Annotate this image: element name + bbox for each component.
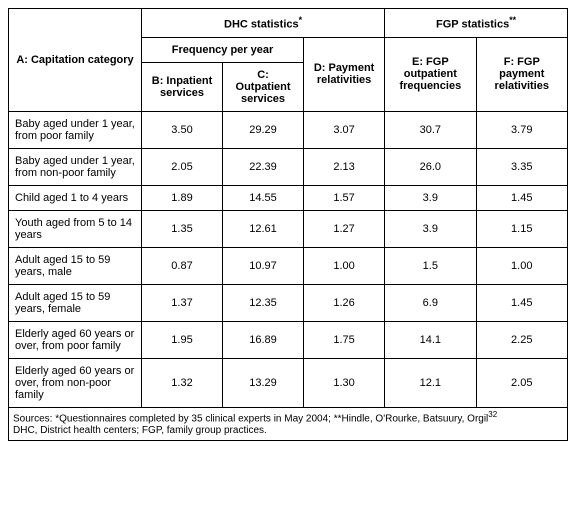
cell-category: Baby aged under 1 year, from non-poor fa… <box>9 148 142 185</box>
table-row: Elderly aged 60 years or over, from non-… <box>9 358 568 407</box>
cell-d: 2.13 <box>304 148 385 185</box>
cell-f: 2.05 <box>476 358 567 407</box>
header-dhc-sup: * <box>299 15 302 25</box>
cell-category: Youth aged from 5 to 14 years <box>9 210 142 247</box>
cell-c: 10.97 <box>223 247 304 284</box>
header-col-f: F: FGP payment relativities <box>476 37 567 111</box>
table-row: Adult aged 15 to 59 years, male0.8710.97… <box>9 247 568 284</box>
cell-category: Adult aged 15 to 59 years, female <box>9 284 142 321</box>
table-row: Baby aged under 1 year, from poor family… <box>9 111 568 148</box>
header-dhc: DHC statistics* <box>141 9 384 38</box>
cell-f: 1.45 <box>476 284 567 321</box>
cell-category: Elderly aged 60 years or over, from poor… <box>9 321 142 358</box>
cell-e: 30.7 <box>385 111 476 148</box>
header-fgp-label: FGP statistics <box>436 19 509 31</box>
cell-e: 6.9 <box>385 284 476 321</box>
cell-f: 1.15 <box>476 210 567 247</box>
table-row: Child aged 1 to 4 years1.8914.551.573.91… <box>9 185 568 210</box>
cell-f: 2.25 <box>476 321 567 358</box>
cell-b: 1.32 <box>141 358 222 407</box>
cell-d: 1.57 <box>304 185 385 210</box>
header-fgp: FGP statistics** <box>385 9 568 38</box>
cell-b: 1.35 <box>141 210 222 247</box>
cell-e: 1.5 <box>385 247 476 284</box>
table-row: Youth aged from 5 to 14 years1.3512.611.… <box>9 210 568 247</box>
header-col-b: B: Inpatient services <box>141 62 222 111</box>
capitation-table: A: Capitation category DHC statistics* F… <box>8 8 568 408</box>
cell-d: 3.07 <box>304 111 385 148</box>
sources-line2: DHC, District health centers; FGP, famil… <box>13 425 267 436</box>
header-col-d: D: Payment relativities <box>304 37 385 111</box>
cell-e: 12.1 <box>385 358 476 407</box>
cell-d: 1.75 <box>304 321 385 358</box>
cell-c: 12.35 <box>223 284 304 321</box>
cell-b: 1.89 <box>141 185 222 210</box>
cell-category: Baby aged under 1 year, from poor family <box>9 111 142 148</box>
header-fgp-sup: ** <box>509 15 516 25</box>
sources-footnote: Sources: *Questionnaires completed by 35… <box>8 408 568 441</box>
cell-e: 3.9 <box>385 185 476 210</box>
cell-f: 3.79 <box>476 111 567 148</box>
cell-e: 26.0 <box>385 148 476 185</box>
cell-category: Adult aged 15 to 59 years, male <box>9 247 142 284</box>
cell-e: 14.1 <box>385 321 476 358</box>
cell-c: 29.29 <box>223 111 304 148</box>
header-freq: Frequency per year <box>141 37 303 62</box>
cell-b: 1.37 <box>141 284 222 321</box>
cell-c: 16.89 <box>223 321 304 358</box>
sources-line1: Sources: *Questionnaires completed by 35… <box>13 413 488 424</box>
cell-b: 0.87 <box>141 247 222 284</box>
cell-c: 13.29 <box>223 358 304 407</box>
cell-b: 3.50 <box>141 111 222 148</box>
table-row: Elderly aged 60 years or over, from poor… <box>9 321 568 358</box>
header-col-e: E: FGP outpatient frequencies <box>385 37 476 111</box>
cell-d: 1.26 <box>304 284 385 321</box>
header-col-a: A: Capitation category <box>9 9 142 112</box>
cell-d: 1.00 <box>304 247 385 284</box>
header-dhc-label: DHC statistics <box>224 19 299 31</box>
table-body: Baby aged under 1 year, from poor family… <box>9 111 568 407</box>
cell-e: 3.9 <box>385 210 476 247</box>
table-header: A: Capitation category DHC statistics* F… <box>9 9 568 112</box>
cell-d: 1.30 <box>304 358 385 407</box>
cell-category: Child aged 1 to 4 years <box>9 185 142 210</box>
cell-b: 2.05 <box>141 148 222 185</box>
cell-b: 1.95 <box>141 321 222 358</box>
cell-category: Elderly aged 60 years or over, from non-… <box>9 358 142 407</box>
cell-f: 1.45 <box>476 185 567 210</box>
table-row: Adult aged 15 to 59 years, female1.3712.… <box>9 284 568 321</box>
cell-d: 1.27 <box>304 210 385 247</box>
cell-c: 22.39 <box>223 148 304 185</box>
cell-c: 14.55 <box>223 185 304 210</box>
cell-f: 1.00 <box>476 247 567 284</box>
table-row: Baby aged under 1 year, from non-poor fa… <box>9 148 568 185</box>
cell-c: 12.61 <box>223 210 304 247</box>
cell-f: 3.35 <box>476 148 567 185</box>
header-col-c: C: Outpatient services <box>223 62 304 111</box>
sources-sup: 32 <box>488 410 497 419</box>
